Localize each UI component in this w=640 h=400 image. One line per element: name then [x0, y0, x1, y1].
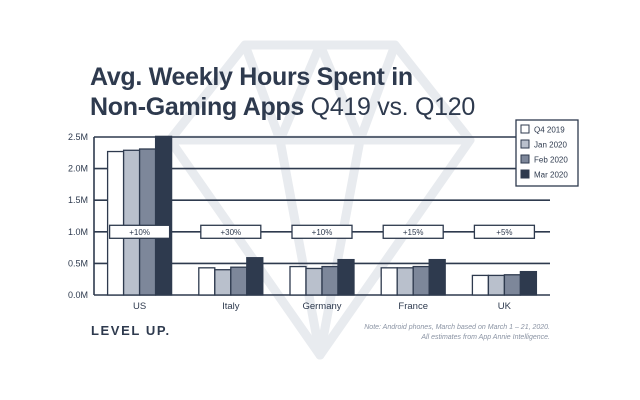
growth-annotation-box: [473, 224, 536, 239]
bar: [471, 274, 490, 296]
x-tick-label: Germany: [302, 301, 341, 312]
title-line-2-light: Q419 vs. Q120: [310, 93, 476, 121]
growth-annotation-label: +10%: [129, 228, 150, 237]
title-line-2-bold: Non-Gaming Apps: [90, 93, 305, 121]
bar: [122, 149, 141, 296]
bar: [106, 150, 125, 296]
y-tick-label: 2.0M: [68, 164, 88, 174]
footnote-line-1: Note: Android phones, March based on Mar…: [364, 324, 550, 331]
bar: [246, 257, 264, 296]
bar: [487, 274, 506, 296]
growth-annotation-box: [291, 224, 353, 239]
growth-annotation-label: +30%: [220, 228, 241, 237]
bar: [214, 269, 232, 296]
x-tick-label: Italy: [222, 301, 240, 312]
bar: [337, 258, 355, 296]
growth-annotation-box: [108, 224, 171, 239]
bar: [428, 258, 446, 296]
growth-annotation-box: [200, 224, 262, 239]
bar: [519, 270, 538, 296]
level-up-logo: LEVEL UP.: [91, 323, 171, 338]
legend-swatch: [520, 169, 530, 179]
x-tick-label: US: [133, 301, 146, 312]
title-line-1: Avg. Weekly Hours Spent in: [90, 63, 413, 91]
bar: [396, 267, 414, 296]
y-tick-label: 2.5M: [68, 132, 88, 142]
growth-annotation-label: +15%: [403, 228, 424, 237]
legend-swatch: [520, 124, 530, 134]
bar: [289, 265, 307, 296]
x-tick-label: UK: [498, 301, 512, 312]
bar: [380, 267, 398, 296]
footnote: Note: Android phones, March based on Mar…: [364, 323, 550, 343]
legend-label: Mar 2020: [534, 171, 568, 180]
y-tick-label: 0.0M: [68, 290, 88, 300]
growth-annotation-box: [382, 224, 444, 239]
growth-annotation-label: +10%: [312, 228, 333, 237]
footnote-line-2: All estimates from App Annie Intelligenc…: [421, 334, 550, 341]
legend-label: Q4 2019: [534, 126, 565, 135]
y-tick-label: 1.5M: [68, 195, 88, 205]
legend-label: Jan 2020: [534, 141, 567, 150]
bar: [154, 135, 173, 296]
bar: [321, 265, 339, 296]
legend-label: Feb 2020: [534, 156, 568, 165]
y-tick-label: 0.5M: [68, 258, 88, 268]
bar: [305, 267, 323, 296]
x-tick-label: France: [398, 301, 428, 312]
legend-swatch: [520, 154, 530, 164]
growth-annotation-label: +5%: [496, 228, 512, 237]
bar: [230, 266, 248, 296]
y-tick-label: 1.0M: [68, 227, 88, 237]
bar: [138, 148, 157, 296]
bar: [198, 267, 216, 296]
bar: [412, 265, 430, 296]
chart-title: Avg. Weekly Hours Spent in Non-Gaming Ap…: [90, 62, 475, 122]
bar: [503, 274, 522, 296]
legend-swatch: [520, 139, 530, 149]
